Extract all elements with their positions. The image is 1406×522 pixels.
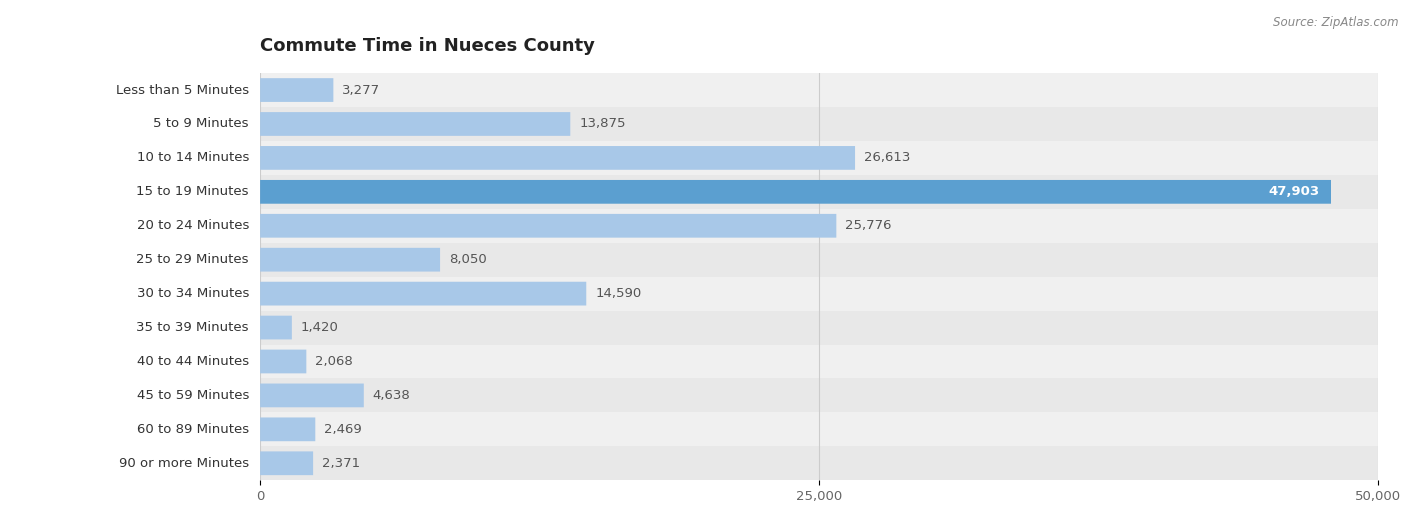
Text: 13,875: 13,875 [579,117,626,130]
Text: Commute Time in Nueces County: Commute Time in Nueces County [260,37,595,54]
FancyBboxPatch shape [260,418,315,441]
Text: 30 to 34 Minutes: 30 to 34 Minutes [136,287,249,300]
Bar [0,243,1378,277]
FancyBboxPatch shape [260,112,571,136]
FancyBboxPatch shape [260,350,307,373]
Text: 25,776: 25,776 [845,219,891,232]
Text: 2,371: 2,371 [322,457,360,470]
Text: 90 or more Minutes: 90 or more Minutes [120,457,249,470]
Text: 3,277: 3,277 [342,84,381,97]
Text: 5 to 9 Minutes: 5 to 9 Minutes [153,117,249,130]
Bar [0,311,1378,345]
FancyBboxPatch shape [260,180,1331,204]
Text: 60 to 89 Minutes: 60 to 89 Minutes [136,423,249,436]
Bar [0,446,1378,480]
Text: 14,590: 14,590 [595,287,641,300]
Text: 4,638: 4,638 [373,389,411,402]
Text: Source: ZipAtlas.com: Source: ZipAtlas.com [1274,16,1399,29]
Bar [0,107,1378,141]
Text: 45 to 59 Minutes: 45 to 59 Minutes [136,389,249,402]
Bar [0,175,1378,209]
FancyBboxPatch shape [260,78,333,102]
FancyBboxPatch shape [260,146,855,170]
Bar [0,277,1378,311]
FancyBboxPatch shape [260,214,837,238]
FancyBboxPatch shape [260,316,292,339]
Text: 2,469: 2,469 [325,423,361,436]
Text: 8,050: 8,050 [449,253,486,266]
Bar [0,209,1378,243]
Bar [0,73,1378,107]
Text: 10 to 14 Minutes: 10 to 14 Minutes [136,151,249,164]
Text: 47,903: 47,903 [1268,185,1320,198]
Text: 26,613: 26,613 [865,151,910,164]
FancyBboxPatch shape [260,452,314,475]
Bar [0,412,1378,446]
FancyBboxPatch shape [260,384,364,407]
Text: 35 to 39 Minutes: 35 to 39 Minutes [136,321,249,334]
Text: Less than 5 Minutes: Less than 5 Minutes [115,84,249,97]
Bar [0,345,1378,378]
FancyBboxPatch shape [260,248,440,271]
Text: 25 to 29 Minutes: 25 to 29 Minutes [136,253,249,266]
Text: 1,420: 1,420 [301,321,339,334]
Text: 40 to 44 Minutes: 40 to 44 Minutes [136,355,249,368]
Text: 20 to 24 Minutes: 20 to 24 Minutes [136,219,249,232]
FancyBboxPatch shape [260,282,586,305]
Text: 15 to 19 Minutes: 15 to 19 Minutes [136,185,249,198]
Bar [0,378,1378,412]
Text: 2,068: 2,068 [315,355,353,368]
Bar [0,141,1378,175]
